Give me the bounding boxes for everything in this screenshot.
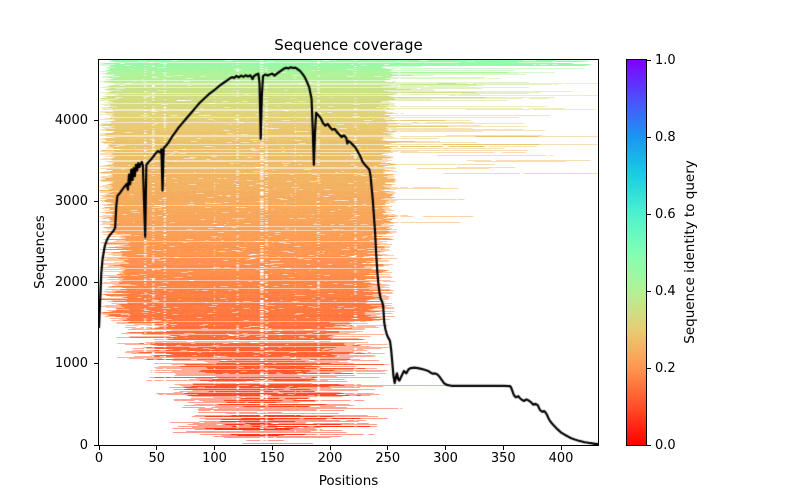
x-tick-label: 200 bbox=[317, 451, 343, 466]
x-tick-mark bbox=[98, 446, 100, 450]
x-tick-mark bbox=[271, 446, 273, 450]
y-tick-label: 1000 bbox=[54, 356, 88, 372]
x-tick-mark bbox=[387, 446, 389, 450]
colorbar-tick-mark bbox=[647, 136, 651, 138]
y-tick-label: 0 bbox=[79, 437, 88, 453]
colorbar-tick-label: 0.0 bbox=[655, 437, 676, 453]
y-tick-label: 2000 bbox=[54, 275, 88, 291]
y-tick-label: 4000 bbox=[54, 112, 88, 128]
colorbar-tick-mark bbox=[647, 367, 651, 369]
colorbar-gradient bbox=[627, 60, 646, 445]
colorbar-tick-label: 0.6 bbox=[655, 206, 676, 222]
y-tick-mark bbox=[94, 119, 98, 121]
x-tick-label: 50 bbox=[148, 451, 166, 466]
x-tick-mark bbox=[214, 446, 215, 450]
colorbar-tick-mark bbox=[647, 213, 651, 215]
colorbar-label: Sequence identity to query bbox=[682, 160, 698, 344]
x-tick-mark bbox=[502, 446, 504, 450]
colorbar-tick-mark bbox=[647, 444, 651, 446]
y-tick-mark bbox=[94, 363, 98, 365]
colorbar-tick-label: 0.8 bbox=[655, 129, 676, 145]
colorbar-tick-mark bbox=[647, 290, 651, 292]
x-tick-label: 0 bbox=[94, 451, 104, 466]
x-tick-mark bbox=[445, 446, 447, 450]
colorbar-tick-mark bbox=[647, 59, 651, 61]
y-tick-label: 3000 bbox=[54, 193, 88, 209]
y-tick-mark bbox=[94, 282, 98, 284]
x-tick-label: 300 bbox=[433, 451, 458, 466]
x-tick-label: 400 bbox=[548, 451, 574, 466]
y-axis-label: Sequences bbox=[32, 215, 48, 289]
x-tick-label: 150 bbox=[259, 451, 285, 466]
x-tick-label: 350 bbox=[490, 451, 516, 466]
y-tick-mark bbox=[94, 444, 98, 446]
chart-title: Sequence coverage bbox=[274, 36, 423, 54]
x-tick-label: 100 bbox=[202, 451, 227, 466]
coverage-line-canvas bbox=[99, 60, 598, 445]
x-tick-mark bbox=[156, 446, 158, 450]
x-tick-mark bbox=[560, 446, 562, 450]
y-tick-mark bbox=[94, 200, 98, 202]
x-tick-label: 250 bbox=[375, 451, 401, 466]
x-tick-mark bbox=[329, 446, 331, 450]
colorbar-tick-label: 0.4 bbox=[655, 283, 676, 299]
colorbar-tick-label: 1.0 bbox=[655, 52, 676, 68]
x-axis-label: Positions bbox=[318, 473, 379, 489]
colorbar-tick-label: 0.2 bbox=[655, 360, 676, 376]
colorbar bbox=[626, 59, 647, 446]
plot-area bbox=[98, 59, 599, 446]
